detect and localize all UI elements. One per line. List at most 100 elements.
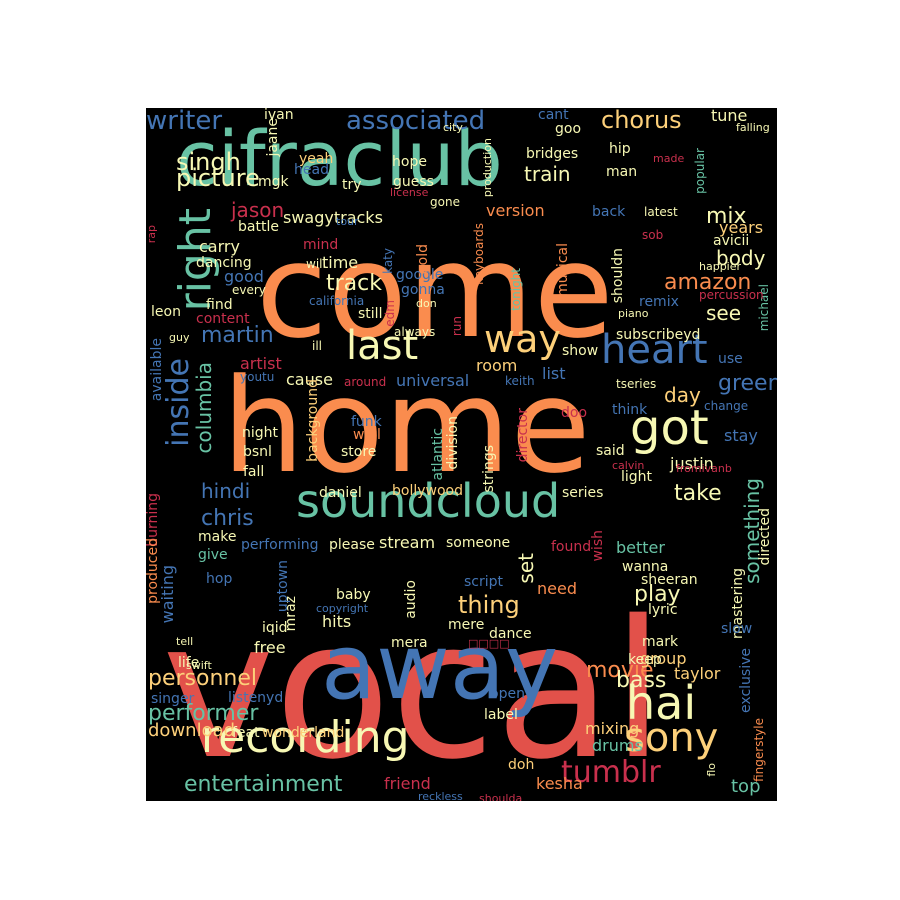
word-jason: jason [231, 198, 285, 222]
word-well: well [353, 427, 381, 443]
word-good: good [224, 267, 264, 286]
word-make: make [198, 529, 237, 545]
word-performing: performing [241, 537, 319, 553]
word-vocal: vocal [162, 580, 665, 801]
word-bridges: bridges [526, 146, 579, 162]
word-copyright: copyright [316, 602, 369, 615]
word-bass: bass [616, 668, 667, 693]
word-mixing: mixing [585, 719, 640, 738]
word-battle: battle [238, 219, 279, 235]
word-doo: doo [561, 405, 588, 421]
word-chris: chris [201, 506, 254, 531]
word-body: body [716, 246, 766, 270]
word-entertainment: entertainment [184, 772, 343, 797]
word-script: script [464, 574, 504, 590]
word-play: play [634, 582, 681, 607]
word-run: run [450, 316, 464, 337]
word-taylor: taylor [674, 664, 721, 683]
word-movie: movie [586, 658, 654, 683]
word-production: production [481, 138, 494, 198]
word-heart: heart [601, 327, 708, 373]
word-guy: guy [169, 331, 190, 344]
word-calvin: calvin [612, 459, 645, 472]
word-mgk: mgk [258, 174, 289, 190]
word-subscribeyd: subscribeyd [616, 327, 701, 343]
word-light: light [621, 469, 653, 485]
word-always: always [394, 325, 436, 339]
word-kesha: kesha [536, 774, 583, 793]
word-group: group [640, 649, 687, 668]
word-google: google [396, 267, 444, 283]
word-cloud: vocal come home cifraclub away soundcloud reco… [146, 108, 777, 801]
word-yeah: yeah [299, 151, 334, 167]
word-list: list [542, 364, 566, 383]
word-justin: justin [670, 454, 714, 473]
word-shouldn: shouldn [610, 248, 626, 304]
word-katy: katy [381, 248, 395, 274]
word-life: life [178, 655, 200, 671]
word-tseries: tseries [616, 377, 657, 391]
word-free: free [254, 638, 286, 657]
word-will: will [306, 257, 326, 271]
word-friend: friend [384, 774, 431, 793]
word-city: city [443, 121, 463, 134]
word-iqid: iqid [262, 620, 288, 636]
word-drums: drums [592, 736, 643, 755]
word-ill: ill [312, 339, 323, 353]
word-tell: tell [176, 635, 194, 648]
word-stream: stream [379, 533, 436, 552]
word-falling: falling [736, 121, 770, 134]
word-dance: dance [489, 626, 532, 642]
word-series: series [562, 485, 604, 501]
word-swagytracks: swagytracks [283, 208, 383, 227]
word-exclusive: exclusive [738, 648, 754, 713]
word-fall: fall [243, 464, 265, 480]
word-soundcloud: soundcloud [296, 474, 561, 528]
word-artist: artist [240, 354, 282, 373]
word-made: made [653, 152, 685, 165]
word-wonderland: wonderland [262, 725, 345, 741]
word-associated: associated [346, 108, 486, 136]
word-tune: tune [711, 108, 748, 125]
word-performer: performer [148, 701, 259, 726]
word-hip: hip [609, 141, 631, 157]
word-flo: flo [705, 763, 718, 777]
word-think: think [612, 402, 648, 418]
word-need: need [537, 579, 577, 598]
word-see: see [706, 301, 742, 325]
word-percussion: percussion [699, 288, 764, 302]
word-every: every [232, 283, 266, 297]
word-said: said [596, 443, 625, 459]
word-hope: hope [392, 154, 427, 170]
word-california: california [309, 294, 365, 308]
word-gonna: gonna [401, 282, 445, 298]
word-goo: goo [555, 121, 582, 137]
word-around: around [344, 375, 387, 389]
word-uptown: uptown [275, 560, 291, 613]
word-guess: guess [393, 174, 434, 190]
word-top: top [731, 776, 761, 797]
word-store: store [341, 444, 377, 460]
word-label: label [484, 707, 518, 723]
word-fingerstyle: fingerstyle [752, 718, 766, 782]
word-background: background [305, 379, 321, 462]
word-atlantic: atlantic [430, 428, 446, 481]
word-musical: musical [555, 243, 571, 297]
word-find: find [206, 297, 233, 313]
word-universal: universal [396, 371, 470, 390]
word-got: got [630, 400, 709, 456]
word-head: head [294, 162, 329, 178]
word-sheeran: sheeran [641, 572, 698, 588]
word-keep: keep [628, 652, 662, 668]
word-picture: picture [176, 164, 260, 192]
word-day: day [664, 383, 701, 407]
word-green: green [718, 371, 777, 396]
word-leon: leon [151, 304, 181, 320]
word-happier: happier [699, 260, 742, 273]
word-writer: writer [146, 108, 223, 136]
word-feat: feat [232, 725, 260, 741]
word-piano: piano [618, 307, 649, 320]
word-mix: mix [706, 204, 747, 229]
word-hits: hits [322, 612, 352, 631]
word-edm: edm [383, 300, 397, 327]
